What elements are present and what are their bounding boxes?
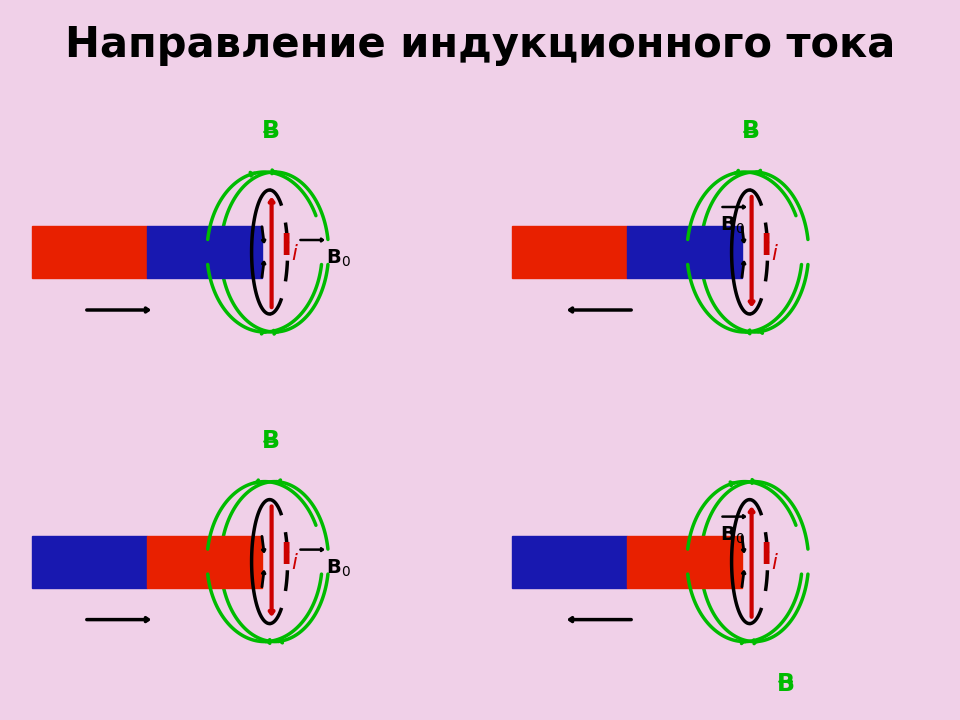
Text: $\mathbf{I}_i$: $\mathbf{I}_i$ [279, 231, 300, 263]
Bar [32, 536, 147, 588]
Bar [512, 536, 627, 588]
Bar [147, 226, 261, 278]
Text: B: B [777, 672, 795, 696]
Text: B: B [741, 119, 759, 143]
Text: Направление индукционного тока: Направление индукционного тока [65, 24, 895, 66]
Text: $\mathbf{I}_i$: $\mathbf{I}_i$ [759, 541, 780, 572]
Bar [147, 536, 261, 588]
Text: $\mathbf{B}_0$: $\mathbf{B}_0$ [720, 215, 744, 236]
Bar [627, 536, 741, 588]
Text: $\mathbf{I}_i$: $\mathbf{I}_i$ [279, 541, 300, 572]
Text: B: B [261, 119, 279, 143]
Bar [32, 226, 147, 278]
Text: $\mathbf{I}_i$: $\mathbf{I}_i$ [759, 231, 780, 263]
Text: $\mathbf{B}_0$: $\mathbf{B}_0$ [325, 557, 350, 579]
Bar [512, 226, 627, 278]
Text: $\mathbf{B}_0$: $\mathbf{B}_0$ [720, 525, 744, 546]
Bar [627, 226, 741, 278]
Text: B: B [261, 428, 279, 453]
Text: $\mathbf{B}_0$: $\mathbf{B}_0$ [325, 248, 350, 269]
